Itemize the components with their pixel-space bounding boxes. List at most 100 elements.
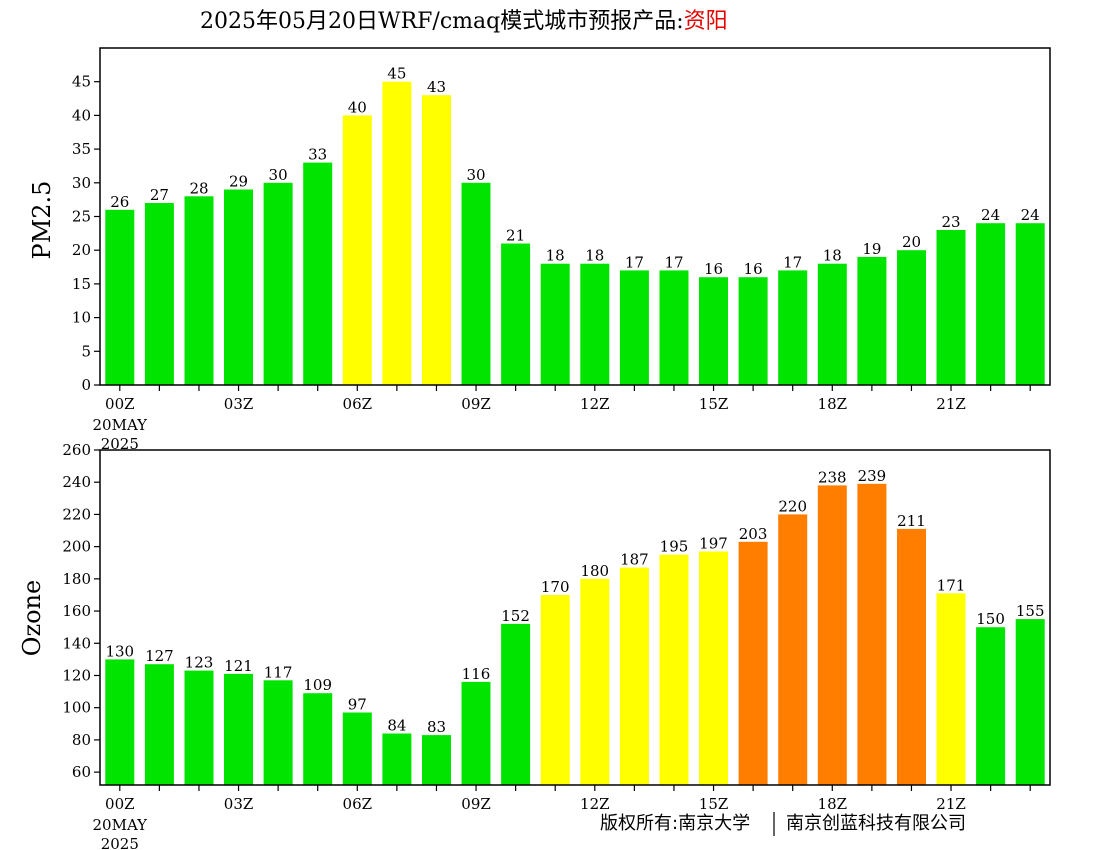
bar bbox=[461, 182, 491, 385]
bar bbox=[263, 680, 293, 785]
bar bbox=[342, 115, 372, 386]
y-tick-label: 25 bbox=[72, 208, 91, 226]
bar bbox=[382, 733, 412, 785]
bar bbox=[857, 256, 887, 385]
bar bbox=[817, 263, 847, 385]
bar-value-label: 123 bbox=[185, 654, 214, 672]
bar-value-label: 17 bbox=[664, 253, 683, 271]
y-tick-label: 5 bbox=[81, 342, 91, 360]
bar-value-label: 130 bbox=[105, 642, 134, 660]
x-tick-label: 06Z bbox=[343, 795, 373, 813]
bar bbox=[342, 712, 372, 785]
bar-value-label: 21 bbox=[506, 227, 525, 245]
bar bbox=[422, 735, 451, 785]
bar bbox=[105, 209, 135, 385]
bar-value-label: 29 bbox=[229, 173, 248, 191]
bar-value-label: 220 bbox=[778, 497, 807, 515]
y-tick-label: 120 bbox=[62, 666, 91, 684]
ozone-chart: 130 127 123 121 117 109 97 84 83 116 152 170 180 187 1… bbox=[18, 441, 1051, 850]
x-tick-label: 21Z bbox=[936, 795, 966, 813]
y-tick-label: 160 bbox=[62, 602, 91, 620]
x-tick-label: 09Z bbox=[461, 395, 491, 413]
bar-value-label: 211 bbox=[897, 512, 926, 530]
bar bbox=[699, 551, 728, 785]
bar-value-label: 19 bbox=[862, 240, 881, 258]
bar bbox=[382, 81, 412, 385]
bar-value-label: 24 bbox=[1021, 206, 1040, 224]
bar bbox=[144, 664, 174, 785]
bar-value-label: 238 bbox=[818, 468, 847, 486]
bar bbox=[303, 693, 333, 785]
x-tick-label: 03Z bbox=[224, 395, 254, 413]
x-tick-label: 12Z bbox=[580, 795, 610, 813]
bar bbox=[897, 250, 926, 385]
bar-value-label: 23 bbox=[941, 213, 960, 231]
bar bbox=[580, 578, 610, 785]
bar-value-label: 170 bbox=[541, 578, 570, 596]
bar bbox=[303, 162, 333, 385]
x-tick-label: 09Z bbox=[461, 795, 491, 813]
bar-value-label: 180 bbox=[580, 562, 609, 580]
copyright-right: 南京创蓝科技有限公司 bbox=[786, 813, 966, 834]
x-date-label: 20MAY bbox=[93, 416, 149, 434]
bar-value-label: 117 bbox=[264, 663, 293, 681]
x-tick-label: 15Z bbox=[699, 395, 729, 413]
bar-value-label: 171 bbox=[937, 576, 966, 594]
bar-value-label: 152 bbox=[501, 607, 530, 625]
bar bbox=[580, 263, 610, 385]
bar bbox=[105, 659, 135, 785]
x-tick-label: 00Z bbox=[105, 795, 135, 813]
bar-value-label: 187 bbox=[620, 551, 649, 569]
y-tick-label: 15 bbox=[72, 275, 91, 293]
bar-value-label: 127 bbox=[145, 647, 174, 665]
y-tick-label: 40 bbox=[72, 106, 91, 124]
bar bbox=[976, 627, 1006, 785]
x-tick-label: 03Z bbox=[224, 795, 254, 813]
bar-value-label: 121 bbox=[224, 657, 253, 675]
bar bbox=[738, 541, 768, 785]
bar bbox=[778, 514, 808, 785]
bar bbox=[263, 182, 293, 385]
bar-value-label: 97 bbox=[348, 696, 367, 714]
bar bbox=[738, 277, 768, 385]
bar-value-label: 195 bbox=[660, 538, 689, 556]
y-axis-label: Ozone bbox=[18, 580, 46, 656]
title-main: 2025年05月20日WRF/cmaq模式城市预报产品: bbox=[200, 9, 684, 34]
bar bbox=[699, 277, 728, 385]
bar bbox=[224, 189, 253, 385]
bar bbox=[144, 203, 174, 385]
bar-value-label: 239 bbox=[858, 467, 887, 485]
x-tick-label: 18Z bbox=[818, 795, 848, 813]
bar bbox=[224, 673, 253, 785]
bar-value-label: 30 bbox=[269, 166, 288, 184]
bar-value-label: 27 bbox=[150, 186, 169, 204]
x-date-label: 2025 bbox=[101, 835, 139, 850]
bar bbox=[1015, 619, 1045, 785]
bar-value-label: 24 bbox=[981, 206, 1000, 224]
bar-value-label: 83 bbox=[427, 718, 446, 736]
bar bbox=[976, 223, 1006, 385]
bar-value-label: 18 bbox=[823, 247, 842, 265]
y-tick-label: 45 bbox=[72, 73, 91, 91]
y-axis-label: PM2.5 bbox=[28, 181, 56, 260]
title-city: 资阳 bbox=[684, 9, 728, 34]
y-tick-label: 30 bbox=[72, 174, 91, 192]
bar bbox=[184, 670, 214, 785]
bar bbox=[659, 554, 689, 785]
bar bbox=[501, 623, 531, 785]
y-tick-label: 260 bbox=[62, 441, 91, 459]
bar bbox=[619, 270, 649, 385]
bar-value-label: 45 bbox=[387, 65, 406, 83]
bar-value-label: 28 bbox=[189, 179, 208, 197]
x-date-label: 20MAY bbox=[93, 816, 149, 834]
y-tick-label: 10 bbox=[72, 309, 91, 327]
bar bbox=[501, 243, 531, 385]
y-tick-label: 80 bbox=[72, 731, 91, 749]
x-tick-label: 15Z bbox=[699, 795, 729, 813]
bar bbox=[857, 483, 887, 785]
bar bbox=[778, 270, 808, 385]
x-tick-label: 18Z bbox=[818, 395, 848, 413]
bar-value-label: 18 bbox=[546, 247, 565, 265]
bar-value-label: 16 bbox=[744, 260, 763, 278]
bar-value-label: 150 bbox=[976, 610, 1005, 628]
